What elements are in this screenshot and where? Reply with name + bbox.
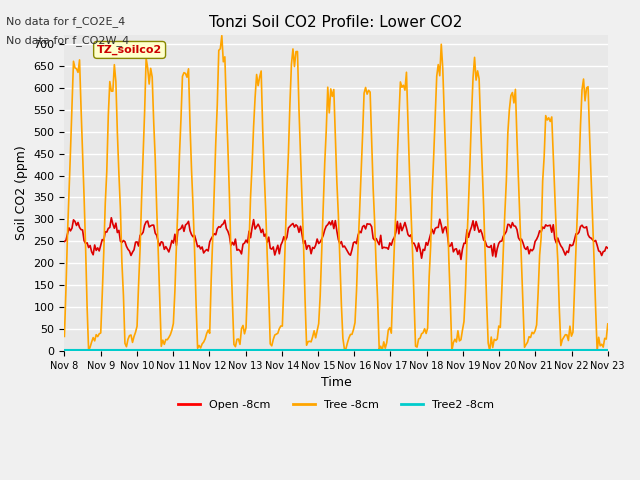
Legend: Open -8cm, Tree -8cm, Tree2 -8cm: Open -8cm, Tree -8cm, Tree2 -8cm xyxy=(173,396,499,415)
Title: Tonzi Soil CO2 Profile: Lower CO2: Tonzi Soil CO2 Profile: Lower CO2 xyxy=(209,15,463,30)
Y-axis label: Soil CO2 (ppm): Soil CO2 (ppm) xyxy=(15,146,28,240)
X-axis label: Time: Time xyxy=(321,376,351,389)
Text: No data for f_CO2E_4: No data for f_CO2E_4 xyxy=(6,16,125,27)
Text: No data for f_CO2W_4: No data for f_CO2W_4 xyxy=(6,35,130,46)
Text: TZ_soilco2: TZ_soilco2 xyxy=(97,45,162,55)
